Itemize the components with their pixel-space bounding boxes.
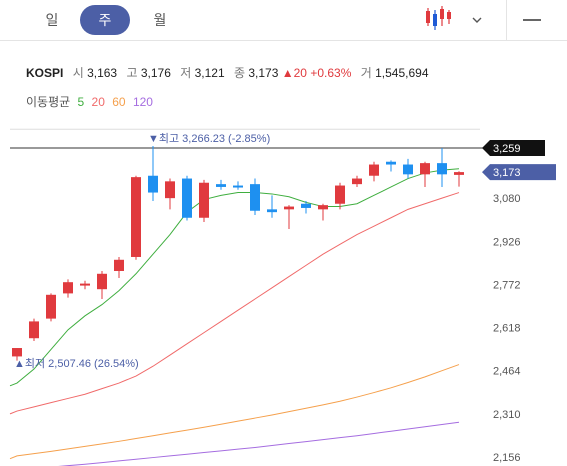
tab-day[interactable]: 일 [45, 12, 59, 28]
candle-body [267, 209, 277, 213]
close-value: 3,173 [248, 66, 279, 80]
candle-body [63, 282, 73, 294]
ma-60: 60 [112, 95, 126, 109]
candle-body [29, 321, 39, 339]
ma-line-ma20 [9, 192, 460, 415]
reference-price-label: 3,259 [493, 143, 521, 155]
candle-body [352, 178, 362, 185]
y-tick-label: 3,080 [493, 193, 521, 205]
candle-body [250, 184, 260, 211]
chevron-down-icon[interactable] [470, 6, 484, 34]
candle-body [318, 205, 328, 210]
candle-body [199, 182, 209, 218]
candle-body [284, 206, 294, 210]
toolbar-divider [506, 0, 507, 40]
tab-week[interactable]: 주 [80, 5, 130, 35]
candlestick-chart[interactable]: 3,080 2,926 2,772 2,618 2,464 2,310 2,156 3,259… [0, 110, 567, 466]
change-percent: +0.63% [310, 66, 352, 80]
moving-average-legend: 이동평균 5 20 60 120 [26, 93, 157, 110]
candle-body [131, 177, 141, 257]
candle-body [46, 294, 56, 319]
candle-body [335, 185, 345, 204]
tab-month[interactable]: 월 [153, 12, 167, 28]
candlestick-icon[interactable] [422, 6, 452, 34]
y-tick-label: 2,772 [493, 279, 521, 291]
ma-5: 5 [77, 95, 85, 109]
period-tab-bar: 일 주 월 [0, 0, 567, 41]
ma-line-ma60 [9, 364, 460, 460]
high-annotation: ▼최고 3,266.23 (-2.85%) [148, 133, 271, 146]
candle-body [80, 283, 90, 286]
candle-body [165, 181, 175, 199]
minus-icon[interactable] [522, 6, 542, 34]
open-label: 시 [72, 66, 84, 80]
y-tick-label: 2,310 [493, 409, 521, 421]
candle-body [403, 164, 413, 175]
ohlc-summary: KOSPI 시 3,163 고 3,176 저 3,121 종 3,173 ▲2… [26, 64, 429, 81]
candle-body [369, 164, 379, 176]
symbol-name: KOSPI [26, 66, 64, 80]
candle-body [148, 175, 158, 193]
ma-120: 120 [132, 95, 153, 109]
high-value: 3,176 [140, 66, 171, 80]
candle-body [437, 163, 447, 175]
ma-line-ma5 [9, 168, 460, 387]
current-price-badge [482, 164, 556, 181]
candle-body [386, 161, 396, 165]
candle-body [12, 348, 22, 357]
y-tick-label: 2,156 [493, 452, 521, 464]
low-annotation: ▲최저 2,507.46 (26.54%) [14, 357, 139, 370]
y-tick-label: 2,464 [493, 366, 521, 378]
ma-label: 이동평균 [26, 95, 71, 109]
ma-20: 20 [91, 95, 105, 109]
ma-line-ma120 [58, 421, 460, 466]
volume-value: 1,545,694 [375, 66, 429, 80]
candle-body [301, 203, 311, 208]
close-label: 종 [233, 66, 246, 80]
candle-body [216, 184, 226, 187]
y-tick-label: 2,618 [493, 323, 521, 335]
low-value: 3,121 [194, 66, 225, 80]
candle-body [182, 178, 192, 218]
current-price-label: 3,173 [493, 167, 521, 179]
low-label: 저 [180, 66, 192, 80]
candle-body [454, 172, 464, 175]
open-value: 3,163 [87, 66, 118, 80]
y-tick-label: 2,926 [493, 236, 521, 248]
high-label: 고 [126, 66, 138, 80]
candle-body [420, 163, 430, 175]
candle-body [97, 273, 107, 290]
reference-price-badge [482, 140, 545, 156]
change-value: ▲20 [281, 66, 307, 80]
candle-body [114, 259, 124, 271]
volume-label: 거 [360, 66, 372, 80]
candle-body [233, 185, 243, 188]
